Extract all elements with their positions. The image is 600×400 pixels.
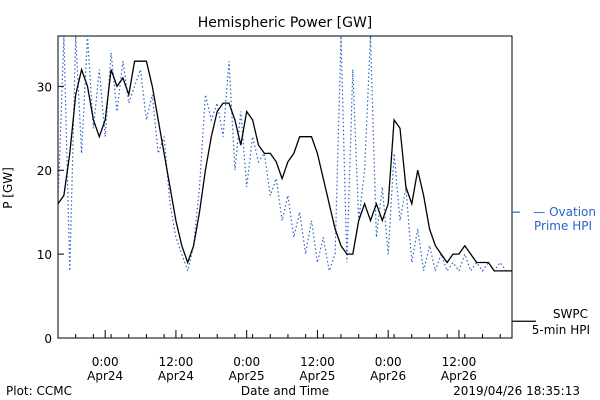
y-tick-label: 0 <box>44 332 52 346</box>
x-tick-date-label: Apr25 <box>229 369 265 383</box>
x-axis: 0:00Apr2412:00Apr240:00Apr2512:00Apr250:… <box>57 330 501 383</box>
legend-ovation-sublabel: Prime HPI <box>534 219 592 233</box>
x-tick-time-label: 0:00 <box>92 355 119 369</box>
x-tick-date-label: Apr24 <box>87 369 123 383</box>
x-tick-time-label: 12:00 <box>442 355 477 369</box>
chart-title: Hemispheric Power [GW] <box>198 15 373 31</box>
x-tick-date-label: Apr24 <box>158 369 194 383</box>
series-layer <box>58 36 512 274</box>
y-tick-label: 10 <box>37 248 52 262</box>
x-tick-time-label: 0:00 <box>233 355 260 369</box>
plot-frame <box>57 35 513 339</box>
x-tick-date-label: Apr26 <box>441 369 477 383</box>
x-tick-date-label: Apr26 <box>370 369 406 383</box>
legend-swpc-label: SWPC <box>553 307 588 321</box>
ovation-series-line <box>58 36 512 274</box>
plot-timestamp: 2019/04/26 18:35:13 <box>453 384 580 398</box>
y-tick-label: 30 <box>37 80 52 94</box>
y-axis-label: P [GW] <box>1 167 15 209</box>
x-tick-time-label: 12:00 <box>300 355 335 369</box>
x-axis-label: Date and Time <box>241 384 329 398</box>
y-axis: 0 10 20 30 <box>37 80 64 346</box>
x-tick-time-label: 0:00 <box>375 355 402 369</box>
x-tick-time-label: 12:00 <box>159 355 194 369</box>
legend-swpc-sublabel: 5-min HPI <box>532 323 590 337</box>
x-tick-date-label: Apr25 <box>299 369 335 383</box>
swpc-series-line <box>58 60 512 272</box>
legend-ovation-label: — Ovation <box>533 205 596 219</box>
plot-credit: Plot: CCMC <box>6 384 72 398</box>
y-tick-label: 20 <box>37 164 52 178</box>
